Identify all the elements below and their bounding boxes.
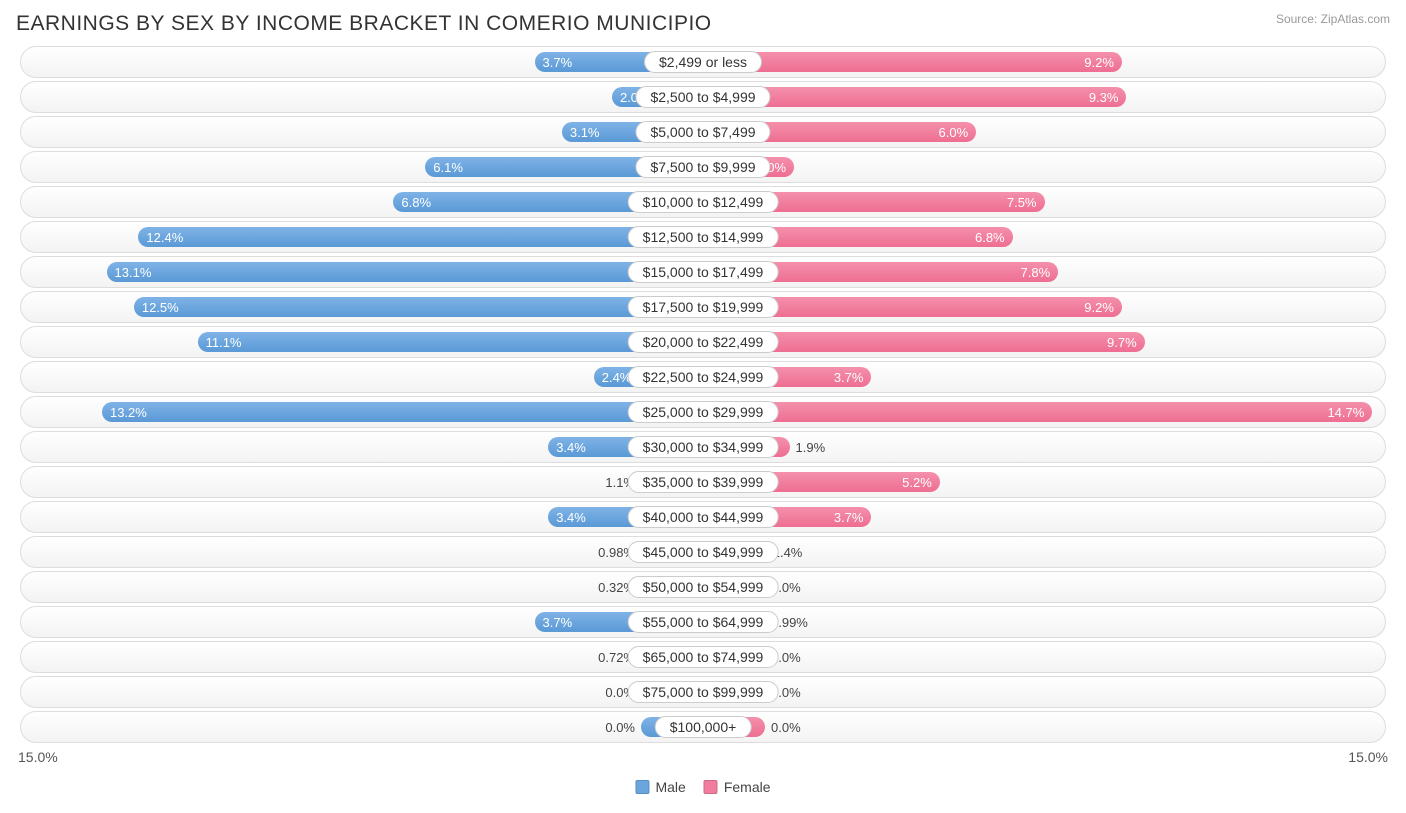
axis-right: 15.0% [1348,749,1388,765]
bracket-label: $12,500 to $14,999 [628,226,779,248]
female-value: 3.7% [834,510,864,525]
male-value: 11.1% [206,335,242,350]
chart-row: 3.4% 3.7% $40,000 to $44,999 [20,501,1386,533]
male-bar: 12.4% [138,227,703,247]
chart-row: 13.1% 7.8% $15,000 to $17,499 [20,256,1386,288]
chart-row: 3.4% 1.9% $30,000 to $34,999 [20,431,1386,463]
chart-row: 3.1% 6.0% $5,000 to $7,499 [20,116,1386,148]
female-value: 14.7% [1327,405,1364,420]
chart-row: 3.7%0.99%$55,000 to $64,999 [20,606,1386,638]
bracket-label: $75,000 to $99,999 [628,681,779,703]
female-value: 0.0% [771,720,801,735]
bracket-label: $100,000+ [655,716,752,738]
male-value: 3.1% [570,125,600,140]
female-bar: 9.2% [703,52,1122,72]
chart-row: 11.1% 9.7% $20,000 to $22,499 [20,326,1386,358]
bracket-label: $35,000 to $39,999 [628,471,779,493]
chart-row: 0.72%1.0%$65,000 to $74,999 [20,641,1386,673]
chart-row: 12.5% 9.2% $17,500 to $19,999 [20,291,1386,323]
male-bar: 13.1% [107,262,703,282]
bracket-label: $30,000 to $34,999 [628,436,779,458]
chart-row: 3.7% 9.2% $2,499 or less [20,46,1386,78]
female-value: 7.5% [1007,195,1037,210]
chart-header: EARNINGS BY SEX BY INCOME BRACKET IN COM… [16,12,1390,36]
male-bar: 12.5% [134,297,703,317]
chart-source: Source: ZipAtlas.com [1276,12,1390,26]
chart-row: 2.0%9.3%$2,500 to $4,999 [20,81,1386,113]
female-value: 1.9% [796,440,826,455]
male-value: 12.4% [146,230,183,245]
female-value: 9.2% [1084,55,1114,70]
bracket-label: $10,000 to $12,499 [628,191,779,213]
chart-row: 13.2% 14.7% $25,000 to $29,999 [20,396,1386,428]
male-value: 6.8% [401,195,431,210]
bracket-label: $20,000 to $22,499 [628,331,779,353]
bracket-label: $65,000 to $74,999 [628,646,779,668]
male-value: 3.7% [543,55,573,70]
female-value: 6.0% [939,125,969,140]
female-value: 7.8% [1021,265,1051,280]
legend-male: Male [635,779,685,795]
chart-row: 12.4% 6.8% $12,500 to $14,999 [20,221,1386,253]
bracket-label: $50,000 to $54,999 [628,576,779,598]
chart-row: 0.98%1.4%$45,000 to $49,999 [20,536,1386,568]
chart-title: EARNINGS BY SEX BY INCOME BRACKET IN COM… [16,12,712,36]
female-value: 9.2% [1084,300,1114,315]
female-value: 3.7% [834,370,864,385]
female-value: 9.3% [1089,90,1119,105]
female-value: 5.2% [902,475,932,490]
bracket-label: $40,000 to $44,999 [628,506,779,528]
chart-row: 0.32%0.0%$50,000 to $54,999 [20,571,1386,603]
female-value: 9.7% [1107,335,1137,350]
female-value: 6.8% [975,230,1005,245]
bracket-label: $45,000 to $49,999 [628,541,779,563]
chart-row: 6.8% 7.5% $10,000 to $12,499 [20,186,1386,218]
male-value: 3.7% [543,615,573,630]
male-value: 3.4% [556,510,586,525]
male-bar: 13.2% [102,402,703,422]
male-value: 13.1% [115,265,152,280]
male-value: 3.4% [556,440,586,455]
bracket-label: $55,000 to $64,999 [628,611,779,633]
chart-row: 2.4%3.7%$22,500 to $24,999 [20,361,1386,393]
bracket-label: $17,500 to $19,999 [628,296,779,318]
chart-row: 1.1%5.2%$35,000 to $39,999 [20,466,1386,498]
male-value: 13.2% [110,405,147,420]
legend-male-label: Male [655,779,685,795]
legend-female-label: Female [724,779,771,795]
chart-row: 0.0% 0.0% $100,000+ [20,711,1386,743]
legend-female: Female [704,779,771,795]
bracket-label: $2,499 or less [644,51,762,73]
female-bar: 14.7% [703,402,1372,422]
male-value: 0.0% [605,720,635,735]
bracket-label: $25,000 to $29,999 [628,401,779,423]
axis-labels: 15.0% 15.0% [16,749,1390,765]
male-swatch [635,780,649,794]
female-swatch [704,780,718,794]
chart-area: 3.7%9.2%$2,499 or less2.0%9.3%$2,500 to … [16,46,1390,743]
chart-row: 0.0%0.0%$75,000 to $99,999 [20,676,1386,708]
bracket-label: $15,000 to $17,499 [628,261,779,283]
bracket-label: $2,500 to $4,999 [635,86,770,108]
bracket-label: $22,500 to $24,999 [628,366,779,388]
bracket-label: $7,500 to $9,999 [635,156,770,178]
male-value: 12.5% [142,300,179,315]
chart-legend: Male Female [635,779,770,795]
axis-left: 15.0% [18,749,58,765]
bracket-label: $5,000 to $7,499 [635,121,770,143]
chart-row: 6.1%2.0%$7,500 to $9,999 [20,151,1386,183]
male-value: 6.1% [433,160,463,175]
